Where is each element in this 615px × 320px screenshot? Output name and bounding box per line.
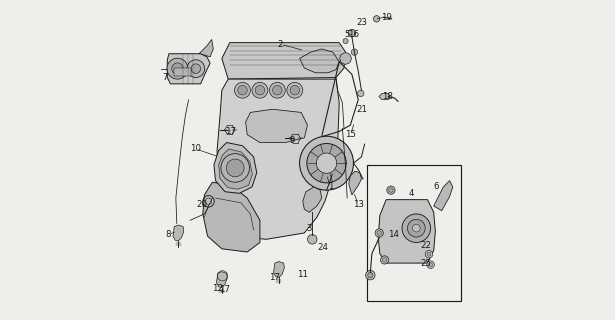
Circle shape <box>226 159 244 177</box>
Polygon shape <box>434 180 453 211</box>
Circle shape <box>234 82 250 98</box>
Circle shape <box>383 258 387 262</box>
Circle shape <box>427 261 434 268</box>
Circle shape <box>377 231 381 235</box>
Text: 17: 17 <box>224 127 236 136</box>
Circle shape <box>389 188 393 192</box>
Text: 4: 4 <box>409 189 415 198</box>
Polygon shape <box>167 54 210 84</box>
Polygon shape <box>245 109 308 142</box>
Text: 10: 10 <box>190 144 201 153</box>
Text: 25: 25 <box>421 259 432 268</box>
Circle shape <box>351 49 357 55</box>
Circle shape <box>365 270 375 280</box>
Circle shape <box>429 263 432 267</box>
Circle shape <box>413 224 420 232</box>
Circle shape <box>348 29 355 37</box>
Polygon shape <box>378 200 435 263</box>
Circle shape <box>252 82 268 98</box>
Text: 6: 6 <box>434 182 439 191</box>
Polygon shape <box>300 49 339 73</box>
Circle shape <box>357 90 364 97</box>
Polygon shape <box>217 79 339 239</box>
Text: 19: 19 <box>381 13 392 22</box>
Circle shape <box>375 229 383 237</box>
Circle shape <box>402 214 430 243</box>
Text: 16: 16 <box>348 30 359 39</box>
Text: 2: 2 <box>278 40 284 49</box>
Text: 7: 7 <box>162 73 167 82</box>
Text: 3: 3 <box>306 224 312 233</box>
Text: 18: 18 <box>382 92 393 101</box>
Text: 11: 11 <box>297 270 308 279</box>
Polygon shape <box>222 43 346 79</box>
Text: 15: 15 <box>345 130 356 139</box>
Circle shape <box>316 153 336 173</box>
Circle shape <box>427 252 431 256</box>
Polygon shape <box>303 187 322 212</box>
Circle shape <box>287 82 303 98</box>
Text: 13: 13 <box>353 200 363 209</box>
Circle shape <box>221 154 250 182</box>
Circle shape <box>387 186 395 194</box>
Circle shape <box>308 235 317 244</box>
Text: 24: 24 <box>317 243 328 252</box>
Circle shape <box>272 85 282 95</box>
Text: 22: 22 <box>421 241 432 250</box>
Circle shape <box>191 64 200 73</box>
Polygon shape <box>274 261 284 277</box>
Text: 20: 20 <box>197 200 208 209</box>
Bar <box>367 165 461 301</box>
Circle shape <box>205 198 212 204</box>
Circle shape <box>187 60 205 77</box>
Text: 8: 8 <box>166 230 172 239</box>
Text: 17: 17 <box>269 273 280 282</box>
Circle shape <box>269 82 285 98</box>
Polygon shape <box>349 171 362 195</box>
Circle shape <box>343 38 348 44</box>
Polygon shape <box>216 272 228 288</box>
Polygon shape <box>199 39 213 57</box>
Circle shape <box>407 219 425 237</box>
Polygon shape <box>173 225 184 241</box>
Circle shape <box>425 251 433 258</box>
Text: 1: 1 <box>328 182 333 191</box>
Polygon shape <box>219 149 252 189</box>
Circle shape <box>373 16 380 22</box>
Text: 21: 21 <box>357 105 368 114</box>
Text: 14: 14 <box>388 230 399 239</box>
Circle shape <box>238 85 247 95</box>
Circle shape <box>167 58 188 79</box>
Circle shape <box>307 143 346 183</box>
Text: 17: 17 <box>218 284 229 294</box>
Circle shape <box>290 85 300 95</box>
Circle shape <box>172 63 183 74</box>
Text: 23: 23 <box>357 18 368 27</box>
Bar <box>173 68 191 76</box>
Circle shape <box>255 85 264 95</box>
Circle shape <box>381 256 389 264</box>
Text: 9: 9 <box>290 136 295 146</box>
Polygon shape <box>214 142 256 193</box>
Polygon shape <box>379 93 390 100</box>
Circle shape <box>340 53 351 64</box>
Polygon shape <box>203 182 260 252</box>
Text: 12: 12 <box>212 284 223 293</box>
Circle shape <box>300 136 354 190</box>
Circle shape <box>368 273 373 278</box>
Text: 5: 5 <box>345 30 350 39</box>
